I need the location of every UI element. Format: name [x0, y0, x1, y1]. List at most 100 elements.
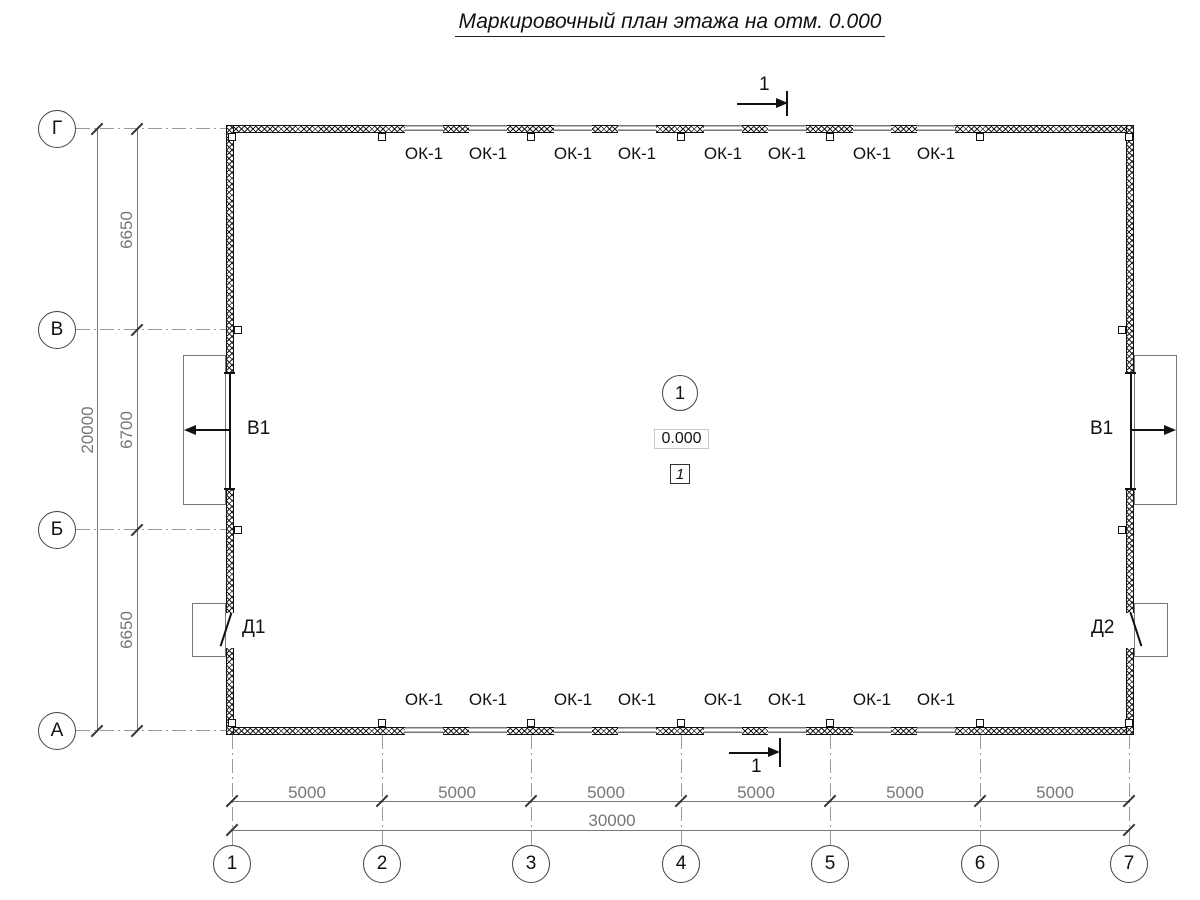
- window-ok1: [853, 125, 891, 133]
- column-mark: [1125, 719, 1133, 727]
- grid-col-label: 5: [824, 853, 836, 874]
- section-tick-bottom: [779, 738, 781, 767]
- column-mark: [826, 133, 834, 141]
- window-label: ОК-1: [468, 144, 508, 163]
- drawing-title: Маркировочный план этажа на отм. 0.000: [380, 10, 960, 37]
- grid-row-label: А: [50, 720, 64, 741]
- gridline-col-4: [681, 735, 682, 845]
- grid-bubble-col-1: 1: [213, 845, 251, 883]
- column-mark: [1118, 526, 1126, 534]
- gridline-row-v: [76, 329, 226, 330]
- grid-row-label: Г: [51, 118, 63, 139]
- gate-leaf-end: [224, 488, 235, 490]
- window-ok1: [469, 125, 507, 133]
- gate-arrow-right: [1131, 429, 1164, 431]
- dim-left-3: 6650: [117, 611, 136, 649]
- grid-bubble-row-b: Б: [38, 511, 76, 549]
- room-number-bubble: 1: [662, 375, 698, 411]
- gate-leaf-end: [1125, 488, 1136, 490]
- section-tick-top: [786, 91, 788, 116]
- column-mark: [378, 133, 386, 141]
- elevation-value: 0.000: [661, 430, 702, 447]
- column-mark: [677, 719, 685, 727]
- door-porch-left: [192, 603, 226, 657]
- grid-bubble-col-6: 6: [961, 845, 999, 883]
- window-ok1: [704, 125, 742, 133]
- section-label-bottom: 1: [751, 756, 762, 777]
- column-mark: [228, 133, 236, 141]
- gridline-row-g: [76, 128, 226, 129]
- column-mark: [976, 719, 984, 727]
- dim-bottom-total: 30000: [588, 811, 636, 830]
- floor-type-value: 1: [675, 465, 685, 483]
- grid-col-label: 1: [226, 853, 238, 874]
- column-mark: [826, 719, 834, 727]
- window-label: ОК-1: [553, 690, 593, 709]
- window-label: ОК-1: [404, 144, 444, 163]
- gridline-row-a: [76, 730, 226, 731]
- window-ok1: [405, 125, 443, 133]
- section-arrow-top: [737, 103, 777, 105]
- window-label: ОК-1: [617, 690, 657, 709]
- gridline-col-2: [382, 735, 383, 845]
- window-ok1: [853, 727, 891, 735]
- section-label-top: 1: [759, 74, 770, 95]
- dim-line-left-total: [97, 129, 98, 731]
- dim-line-left-segments: [137, 129, 138, 731]
- window-ok1: [618, 727, 656, 735]
- gridline-col-1: [232, 735, 233, 845]
- arrow-head-icon: [776, 98, 788, 108]
- grid-col-label: 6: [974, 853, 986, 874]
- grid-bubble-col-2: 2: [363, 845, 401, 883]
- window-ok1: [768, 727, 806, 735]
- column-mark: [527, 133, 535, 141]
- window-label: ОК-1: [767, 690, 807, 709]
- gate-leaf-end: [224, 372, 235, 374]
- window-label: ОК-1: [617, 144, 657, 163]
- elevation-mark: 0.000: [654, 429, 709, 449]
- dim-bottom-5: 5000: [886, 783, 924, 802]
- column-mark: [234, 326, 242, 334]
- window-label: ОК-1: [703, 144, 743, 163]
- window-ok1: [554, 125, 592, 133]
- gridline-row-b: [76, 529, 226, 530]
- gridline-col-3: [531, 735, 532, 845]
- room-number: 1: [674, 382, 685, 403]
- window-ok1: [704, 727, 742, 735]
- grid-bubble-col-7: 7: [1110, 845, 1148, 883]
- arrow-head-icon: [184, 425, 196, 435]
- gate-leaf-end: [1125, 372, 1136, 374]
- window-label: ОК-1: [404, 690, 444, 709]
- window-label: ОК-1: [852, 144, 892, 163]
- dim-bottom-6: 5000: [1036, 783, 1074, 802]
- column-mark: [976, 133, 984, 141]
- grid-row-label: Б: [50, 519, 64, 540]
- column-mark: [527, 719, 535, 727]
- grid-bubble-row-g: Г: [38, 110, 76, 148]
- gate-label-right: В1: [1090, 418, 1114, 439]
- door-label-left: Д1: [242, 617, 266, 638]
- window-label: ОК-1: [767, 144, 807, 163]
- column-mark: [378, 719, 386, 727]
- dim-bottom-1: 5000: [288, 783, 326, 802]
- door-porch-right: [1134, 603, 1168, 657]
- arrow-head-icon: [768, 747, 780, 757]
- grid-bubble-col-3: 3: [512, 845, 550, 883]
- grid-bubble-col-5: 5: [811, 845, 849, 883]
- grid-col-label: 7: [1123, 853, 1135, 874]
- window-label: ОК-1: [703, 690, 743, 709]
- gridline-col-7: [1129, 735, 1130, 845]
- gate-arrow-left: [196, 429, 229, 431]
- door-label-right: Д2: [1091, 617, 1115, 638]
- window-label: ОК-1: [916, 144, 956, 163]
- grid-row-label: В: [50, 319, 64, 340]
- door-opening-left: [226, 613, 234, 648]
- window-ok1: [405, 727, 443, 735]
- dim-bottom-2: 5000: [438, 783, 476, 802]
- column-mark: [1125, 133, 1133, 141]
- floor-type-mark: 1: [670, 464, 690, 484]
- window-ok1: [618, 125, 656, 133]
- window-label: ОК-1: [916, 690, 956, 709]
- dim-left-2: 6700: [117, 411, 136, 449]
- gate-label-left: В1: [247, 418, 271, 439]
